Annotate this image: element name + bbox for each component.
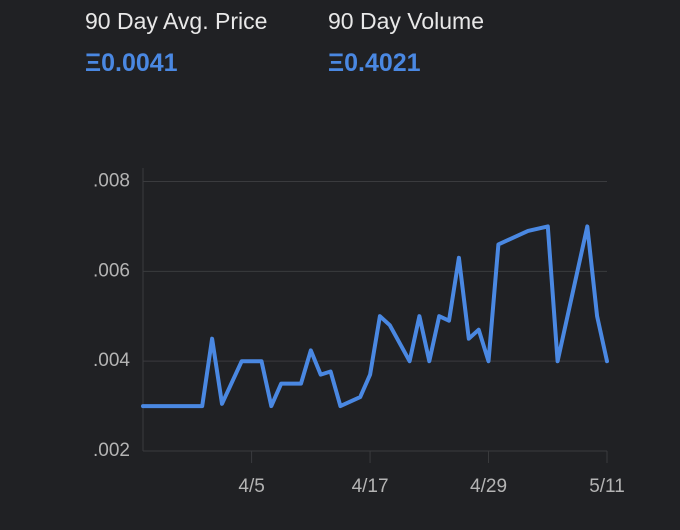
x-tick-label: 4/17	[352, 476, 389, 497]
y-tick-label: .002	[93, 440, 130, 461]
x-tick-label: 5/11	[589, 476, 625, 497]
x-tick-label: 4/5	[238, 476, 264, 497]
stat-label: 90 Day Avg. Price	[85, 8, 268, 34]
y-tick-label: .004	[93, 350, 130, 371]
price-line	[141, 224, 609, 409]
stat-value: Ξ0.4021	[328, 49, 421, 77]
stat-value: Ξ0.0041	[85, 49, 178, 77]
stat-label: 90 Day Volume	[328, 8, 484, 34]
x-tick-label: 4/29	[470, 476, 507, 497]
y-tick-label: .006	[93, 260, 130, 281]
y-tick-label: .008	[93, 170, 130, 191]
stat: 90 Day Avg. Price Ξ0.0041	[85, 8, 267, 78]
stat: 90 Day Volume Ξ0.4021	[328, 8, 484, 78]
